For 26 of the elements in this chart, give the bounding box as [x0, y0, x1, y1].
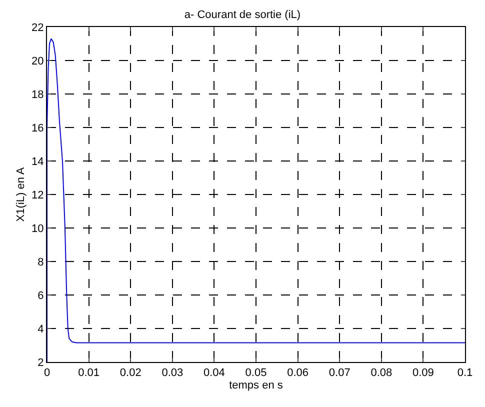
x-tick-label: 0 — [44, 367, 50, 380]
x-tick-label: 0.1 — [457, 367, 473, 380]
x-tick-label: 0.09 — [412, 367, 434, 380]
x-axis-title: temps en s — [229, 379, 284, 392]
y-tick-label: 20 — [32, 55, 44, 68]
line-series — [47, 38, 465, 362]
y-tick-label: 22 — [32, 22, 44, 34]
x-tick-label: 0.03 — [162, 367, 184, 380]
y-tick-label: 8 — [38, 256, 44, 268]
y-tick-label: 4 — [38, 323, 44, 336]
y-tick-label: 14 — [32, 156, 44, 168]
x-tick-label: 0.08 — [370, 367, 392, 380]
x-tick-label: 0.04 — [203, 367, 225, 380]
chart-title: a- Courant de sortie (iL) — [184, 8, 301, 21]
x-tick-label: 0.07 — [328, 367, 350, 380]
x-tick-label: 0.05 — [245, 367, 267, 380]
y-tick-label: 2 — [38, 356, 44, 369]
x-tick-label: 0.06 — [287, 367, 309, 380]
x-tick-label: 0.02 — [120, 367, 142, 380]
y-tick-label: 6 — [38, 290, 44, 302]
y-tick-label: 16 — [32, 122, 44, 134]
x-tick-label: 0.01 — [78, 367, 100, 380]
y-tick-label: 10 — [32, 222, 44, 235]
y-axis-title: X1(iL) en A — [15, 166, 28, 222]
y-tick-label: 12 — [32, 189, 44, 202]
y-tick-label: 18 — [32, 88, 44, 101]
